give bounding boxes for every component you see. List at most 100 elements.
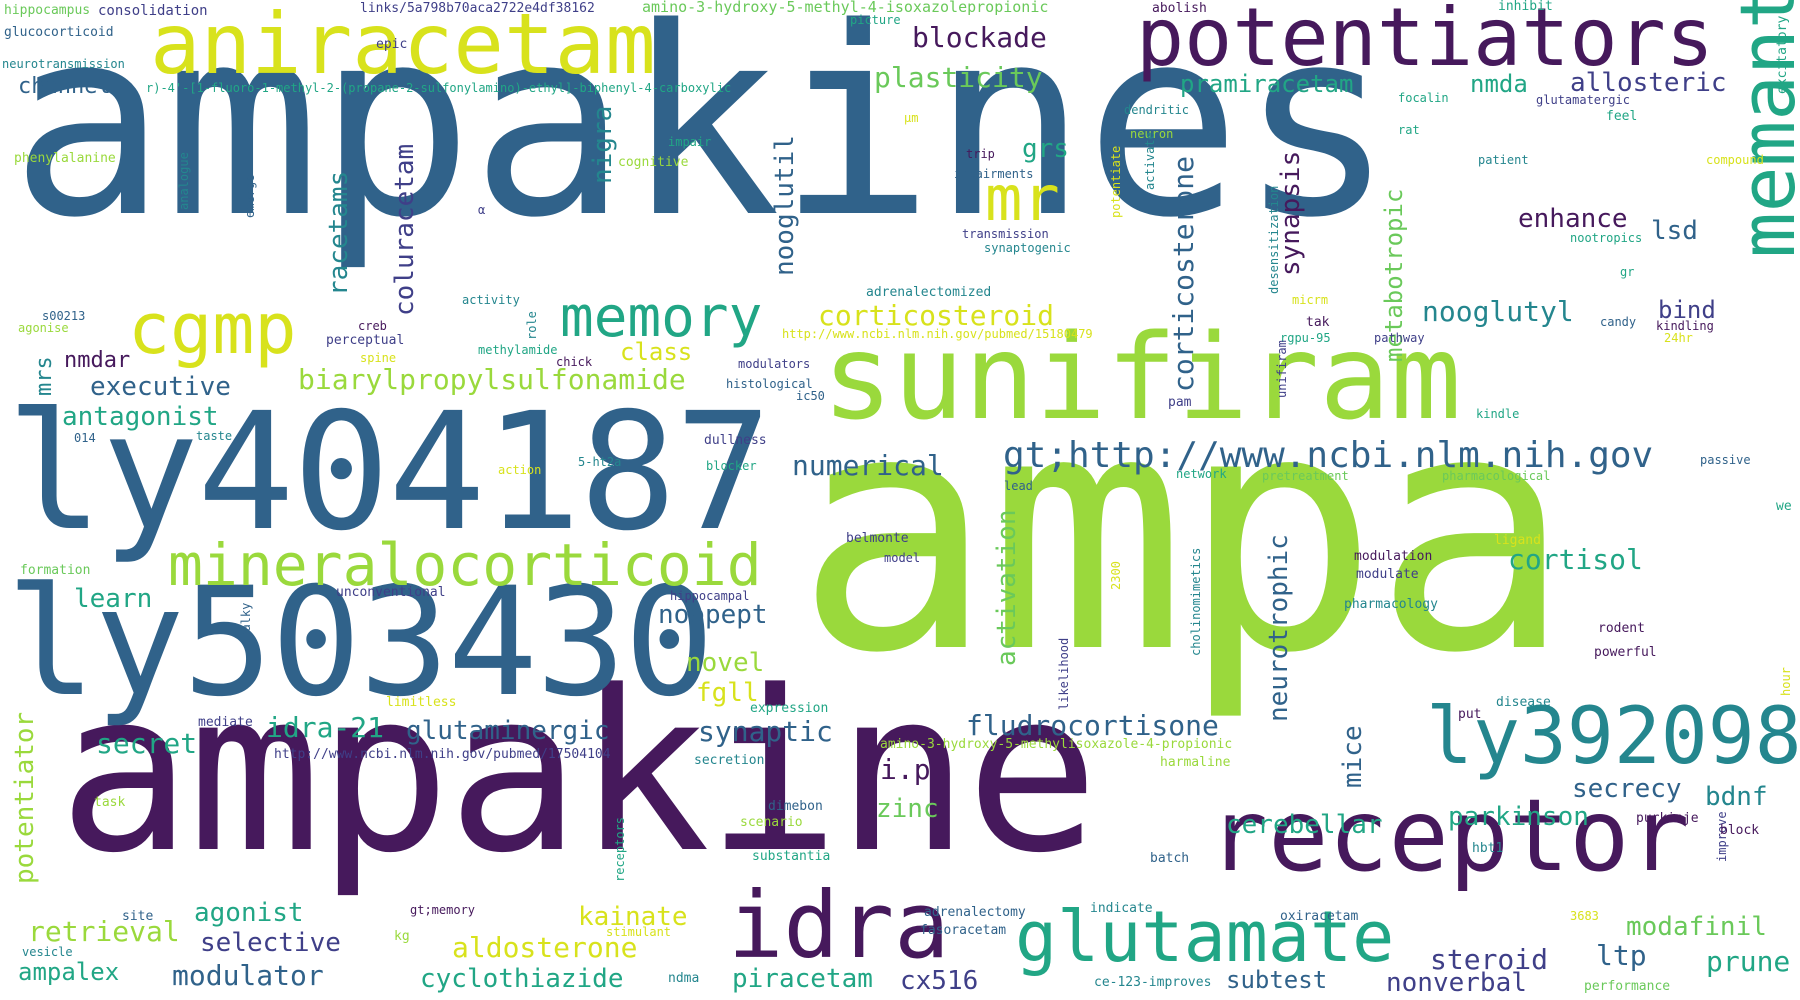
word-idra: idra bbox=[728, 872, 950, 979]
word-dullness: dullness bbox=[704, 433, 767, 448]
word-nmdar: nmdar bbox=[64, 348, 131, 373]
word-aldosterone: aldosterone bbox=[452, 931, 638, 964]
word-pam: pam bbox=[1168, 395, 1192, 410]
word-receptor: receptor bbox=[1208, 777, 1690, 894]
word-cx516: cx516 bbox=[900, 966, 979, 996]
word-consolidation: consolidation bbox=[98, 3, 208, 19]
word-pubmed-17504104: http://www.ncbi.nlm.nih.gov/pubmed/17504… bbox=[274, 747, 611, 762]
word-compound: compound bbox=[1706, 153, 1764, 167]
word-hbt1: hbt1 bbox=[1472, 841, 1504, 856]
word-selective: selective bbox=[200, 928, 341, 958]
word-gt-memory: gt;memory bbox=[410, 903, 476, 917]
word-adrenalectomy: adrenalectomy bbox=[924, 905, 1026, 920]
word-inhibit: inhibit bbox=[1498, 0, 1553, 14]
word-fgll: fgll bbox=[696, 678, 759, 708]
word-secretion: secretion bbox=[694, 753, 765, 768]
word-purkinje: purkinje bbox=[1636, 811, 1699, 826]
word-dimebon: dimebon bbox=[768, 799, 823, 814]
word-adrenalectomized: adrenalectomized bbox=[866, 285, 992, 300]
word-parkinson: parkinson bbox=[1448, 802, 1589, 832]
word-amino-methylisoxazole: amino-3-hydroxy-5-methylisoxazole-4-prop… bbox=[880, 737, 1233, 752]
word-oxiracetam: oxiracetam bbox=[1280, 909, 1359, 924]
word-model: model bbox=[884, 551, 921, 565]
word-kindle: kindle bbox=[1476, 407, 1520, 421]
word-performance: performance bbox=[1584, 979, 1671, 994]
word-harmaline: harmaline bbox=[1160, 755, 1231, 770]
word-mr: mr bbox=[985, 162, 1060, 235]
word-2300: 2300 bbox=[1109, 561, 1123, 590]
word-transmission: transmission bbox=[962, 227, 1049, 241]
word-ampakines: ampakines bbox=[10, 0, 1395, 275]
word-ly392098: ly392098 bbox=[1426, 692, 1800, 782]
word-belmonte: belmonte bbox=[846, 531, 909, 546]
word-substantia: substantia bbox=[752, 849, 831, 864]
word-secrecy: secrecy bbox=[1572, 774, 1682, 804]
word-impair: impair bbox=[668, 135, 712, 149]
word-abolish: abolish bbox=[1152, 1, 1207, 16]
word-spine: spine bbox=[360, 351, 397, 365]
word-blockade: blockade bbox=[912, 21, 1047, 54]
word-impairments: impairments bbox=[954, 167, 1034, 181]
word-hippocampus: hippocampus bbox=[4, 3, 91, 18]
word-nigra: nigra bbox=[588, 105, 618, 184]
word-modafinil: modafinil bbox=[1626, 912, 1767, 942]
word-novel: novel bbox=[686, 648, 765, 678]
word-receptors: receptors bbox=[613, 816, 627, 882]
word-activity: activity bbox=[462, 293, 520, 307]
word-hippocampal: hippocampal bbox=[670, 589, 750, 603]
word-bdnf: bdnf bbox=[1705, 782, 1768, 812]
word-gt-ncbi: gt;http://www.ncbi.nlm.nih.gov bbox=[1003, 435, 1654, 476]
word-synapsis: synapsis bbox=[1276, 150, 1306, 276]
word-modulation: modulation bbox=[1354, 549, 1433, 564]
word-role: role bbox=[525, 311, 539, 340]
word-kainate: kainate bbox=[578, 902, 688, 932]
word-sunifiram: sunifiram bbox=[822, 308, 1462, 446]
word-rat: rat bbox=[1398, 123, 1420, 137]
word-014: 014 bbox=[74, 431, 96, 445]
word-chick: chick bbox=[556, 355, 593, 369]
word-focalin: focalin bbox=[1398, 91, 1449, 105]
word-biarylpropylsulfonamide: biarylpropylsulfonamide bbox=[298, 363, 686, 396]
word-pathway: pathway bbox=[1374, 331, 1425, 345]
word-cognitive: cognitive bbox=[618, 155, 689, 170]
word-carboxylic: r)-4'-[1-fluoro-1-methyl-2-(propane-2-su… bbox=[146, 81, 732, 95]
word-ndma: ndma bbox=[668, 971, 700, 986]
word-agonist: agonist bbox=[194, 898, 304, 928]
word-mice: mice bbox=[1338, 725, 1368, 788]
word-nooglutyl: nooglutyl bbox=[1422, 295, 1574, 328]
word-block: block bbox=[1720, 823, 1760, 838]
word-retrieval: retrieval bbox=[28, 915, 180, 948]
word-numerical: numerical bbox=[792, 449, 944, 482]
word-neurotrophic: neurotrophic bbox=[1264, 534, 1294, 722]
word-allosteric: allosteric bbox=[1570, 68, 1727, 98]
word-agonise: agonise bbox=[18, 321, 69, 335]
word-creb: creb bbox=[358, 319, 387, 333]
word-pharmacological: pharmacological bbox=[1442, 469, 1551, 483]
word-potentiator: potentiator bbox=[10, 711, 40, 884]
word-potentiators: potentiators bbox=[1136, 0, 1714, 84]
word-secret: secret bbox=[96, 727, 198, 760]
word-likelihood: likelihood bbox=[1057, 637, 1071, 710]
word-synaptogenic: synaptogenic bbox=[984, 241, 1071, 255]
word-memory: memory bbox=[560, 285, 763, 350]
word-glutamate: glutamate bbox=[1015, 896, 1395, 978]
word-scenario: scenario bbox=[740, 815, 803, 830]
word-3683: 3683 bbox=[1570, 909, 1599, 923]
word-cerebellar: cerebellar bbox=[1226, 810, 1383, 840]
word-learn: learn bbox=[74, 584, 153, 614]
word-network: network bbox=[1176, 467, 1227, 481]
word-kg: kg bbox=[394, 929, 410, 944]
word-neurotransmission: neurotransmission bbox=[2, 57, 125, 71]
word-lsd: lsd bbox=[1651, 216, 1698, 246]
word-amino-isoxazolepropionic: amino-3-hydroxy-5-methyl-4-isoxazoleprop… bbox=[642, 0, 1049, 16]
word-prune: prune bbox=[1706, 945, 1791, 978]
word-expression: expression bbox=[750, 701, 829, 716]
word-subtest: subtest bbox=[1226, 966, 1328, 994]
word-pramiracetam: pramiracetam bbox=[1180, 70, 1354, 98]
word-put: put bbox=[1458, 707, 1482, 722]
word-chalky: chalky bbox=[239, 602, 253, 646]
word-emerge: emerge bbox=[243, 174, 257, 218]
word-kindling: kindling bbox=[1656, 319, 1714, 333]
word-s00213: s00213 bbox=[42, 309, 86, 323]
word-excitatory: excitatory bbox=[1775, 15, 1790, 94]
